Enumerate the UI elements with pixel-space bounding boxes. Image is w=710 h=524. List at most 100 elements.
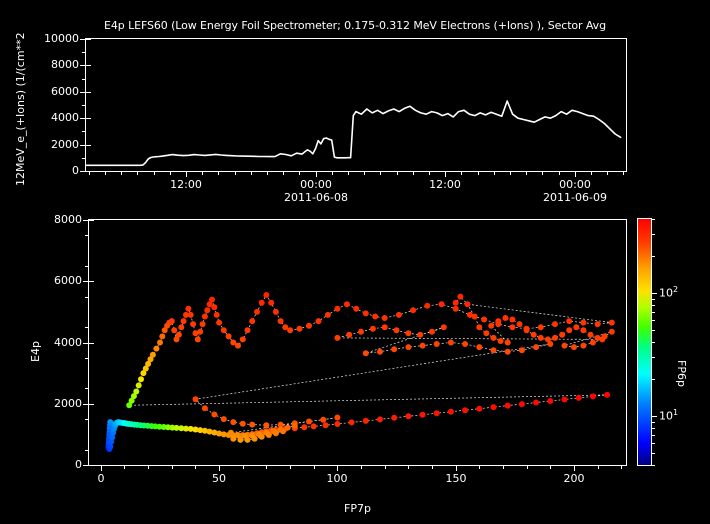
scatter-point bbox=[530, 331, 537, 338]
scatter-point bbox=[175, 331, 182, 338]
scatter-point bbox=[580, 342, 587, 349]
scatter-point bbox=[153, 345, 160, 352]
colorbar-minor-tick bbox=[652, 435, 655, 436]
scatter-point bbox=[488, 322, 495, 329]
scatter-point bbox=[282, 324, 289, 331]
scatter-point bbox=[138, 376, 144, 383]
panel1-x-minor-tick bbox=[251, 172, 252, 175]
panel1-x-ticklabel-date: 2011-06-08 bbox=[284, 191, 348, 204]
scatter-point bbox=[476, 324, 483, 331]
scatter-point bbox=[405, 344, 412, 351]
scatter-point bbox=[161, 327, 168, 334]
panel1-x-minor-tick bbox=[607, 172, 608, 175]
scatter-point bbox=[573, 324, 580, 331]
panel2-x-minor-tick bbox=[385, 466, 386, 469]
colorbar-minor-tick bbox=[652, 379, 655, 380]
scatter-point bbox=[580, 319, 587, 326]
scatter-point bbox=[254, 308, 260, 315]
scatter-point bbox=[194, 336, 201, 343]
colorbar-tick-base: 10 bbox=[659, 409, 673, 423]
scatter-point bbox=[559, 331, 566, 338]
scatter-point bbox=[157, 339, 163, 346]
panel1-x-ticklabel-time: 12:00 bbox=[429, 178, 461, 191]
colorbar-minor-tick bbox=[652, 219, 655, 220]
panel1-x-minor-tick bbox=[591, 172, 592, 175]
panel2-x-ticklabel: 50 bbox=[212, 472, 226, 485]
scatter-point bbox=[301, 424, 308, 431]
panel2-x-minor-tick bbox=[148, 466, 149, 469]
panel1-x-tick bbox=[575, 172, 576, 177]
scatter-point bbox=[471, 313, 478, 320]
scatter-point bbox=[362, 417, 369, 424]
scatter-point bbox=[334, 334, 341, 341]
colorbar-minor-tick bbox=[652, 465, 655, 466]
panel2-x-ticklabel: 100 bbox=[326, 472, 348, 485]
scatter-point bbox=[145, 360, 152, 367]
scatter-point bbox=[537, 324, 544, 331]
scatter-point bbox=[206, 428, 213, 435]
scatter-point bbox=[587, 331, 594, 338]
scatter-point bbox=[509, 316, 516, 323]
panel2-x-tick bbox=[456, 466, 457, 471]
scatter-point bbox=[287, 327, 294, 334]
panel1-x-ticklabel-time: 12:00 bbox=[170, 178, 202, 191]
colorbar-minor-tick bbox=[652, 330, 655, 331]
panel1-axes bbox=[85, 38, 627, 172]
panel1-x-minor-tick bbox=[121, 172, 122, 175]
scatter-point bbox=[447, 408, 454, 415]
scatter-point bbox=[310, 423, 317, 430]
scatter-point bbox=[547, 398, 554, 404]
scatter-point bbox=[235, 342, 241, 349]
scatter-point bbox=[566, 318, 573, 325]
panel1-y-ticklabel: 8000 bbox=[51, 58, 79, 71]
scatter-point bbox=[140, 370, 147, 377]
panel1-y-ticklabel: 4000 bbox=[51, 111, 79, 124]
scatter-point bbox=[142, 365, 149, 372]
scatter-point bbox=[322, 422, 329, 429]
scatter-point bbox=[199, 321, 206, 328]
panel1-y-ticklabel: 10000 bbox=[44, 32, 79, 45]
colorbar-tick-exponent: 1 bbox=[673, 408, 679, 417]
panel2-x-tick bbox=[101, 466, 102, 471]
panel1-y-minor-tick bbox=[82, 131, 85, 132]
panel2-y-tick bbox=[83, 281, 88, 282]
panel2-y-tick-inner bbox=[89, 281, 94, 282]
scatter-point bbox=[135, 382, 142, 389]
panel2-y-minor-tick bbox=[85, 266, 88, 267]
colorbar-tick-base: 10 bbox=[659, 286, 673, 300]
panel2-xlabel: FP7p bbox=[344, 502, 371, 515]
panel2-y-tick bbox=[83, 343, 88, 344]
panel1-x-minor-tick bbox=[137, 172, 138, 175]
scatter-point bbox=[306, 322, 312, 329]
scatter-point bbox=[239, 336, 246, 343]
colorbar-ticklabel: 102 bbox=[659, 285, 678, 300]
colorbar-label: FP6p bbox=[675, 360, 688, 387]
scatter-point bbox=[419, 342, 426, 349]
scatter-point bbox=[156, 423, 163, 430]
panel1-x-minor-tick bbox=[364, 172, 365, 175]
panel2-x-minor-tick bbox=[598, 466, 599, 469]
timeseries-trace bbox=[86, 100, 622, 167]
scatter-point bbox=[509, 324, 516, 331]
panel1-x-minor-tick bbox=[332, 172, 333, 175]
panel1-y-ticklabel: 6000 bbox=[51, 85, 79, 98]
scatter-point bbox=[369, 325, 376, 332]
panel2-x-minor-tick bbox=[621, 466, 622, 469]
scatter-point bbox=[258, 299, 265, 306]
panel1-x-minor-tick bbox=[348, 172, 349, 175]
scatter-point bbox=[575, 394, 582, 401]
scatter-point bbox=[561, 342, 568, 349]
scatter-point bbox=[334, 305, 341, 312]
scatter-point bbox=[197, 328, 204, 335]
panel2-y-tick-inner bbox=[89, 220, 94, 221]
scatter-point bbox=[353, 305, 360, 312]
panel2-y-minor-tick bbox=[85, 235, 88, 236]
panel2-x-minor-tick bbox=[195, 466, 196, 469]
scatter-point bbox=[547, 341, 554, 347]
panel1-x-minor-tick bbox=[235, 172, 236, 175]
scatter-point bbox=[391, 414, 398, 421]
panel2-y-ticklabel: 6000 bbox=[54, 274, 82, 287]
colorbar-minor-tick bbox=[652, 299, 655, 300]
panel1-title: E4p LEFS60 (Low Energy Foil Spectrometer… bbox=[104, 19, 606, 32]
panel2-x-tick bbox=[219, 466, 220, 471]
